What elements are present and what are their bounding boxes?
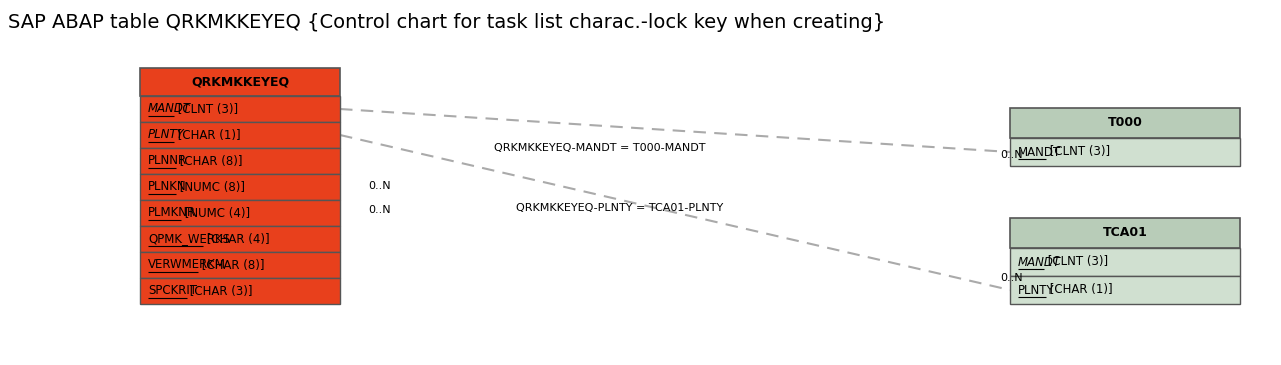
Text: 0..N: 0..N <box>368 181 391 191</box>
Text: MANDT: MANDT <box>1018 255 1061 269</box>
Text: TCA01: TCA01 <box>1103 227 1148 239</box>
Bar <box>140 148 339 174</box>
Text: SAP ABAP table QRKMKKEYEQ {Control chart for task list charac.-lock key when cre: SAP ABAP table QRKMKKEYEQ {Control chart… <box>8 12 885 31</box>
Text: QRKMKKEYEQ-MANDT = T000-MANDT: QRKMKKEYEQ-MANDT = T000-MANDT <box>494 143 706 153</box>
Text: 0..N: 0..N <box>1000 273 1022 283</box>
Text: [CHAR (1)]: [CHAR (1)] <box>174 128 241 142</box>
Text: MANDT: MANDT <box>149 103 191 115</box>
Text: PLNTY: PLNTY <box>149 128 184 142</box>
Text: [NUMC (8)]: [NUMC (8)] <box>175 181 245 193</box>
Text: [CLNT (3)]: [CLNT (3)] <box>174 103 238 115</box>
Bar <box>140 252 339 278</box>
Text: [CLNT (3)]: [CLNT (3)] <box>1044 255 1108 269</box>
Text: [CLNT (3)]: [CLNT (3)] <box>1045 146 1109 158</box>
Text: 0..N: 0..N <box>368 205 391 215</box>
Text: PLNKN: PLNKN <box>149 181 187 193</box>
Text: 0..N: 0..N <box>1000 150 1022 160</box>
Text: [CHAR (8)]: [CHAR (8)] <box>175 154 242 168</box>
Bar <box>140 68 339 96</box>
Bar <box>1009 108 1240 138</box>
Text: [CHAR (3)]: [CHAR (3)] <box>187 284 254 297</box>
Text: QRKMKKEYEQ-PLNTY = TCA01-PLNTY: QRKMKKEYEQ-PLNTY = TCA01-PLNTY <box>516 203 724 213</box>
Text: PLNTY: PLNTY <box>1018 284 1054 296</box>
Bar <box>140 96 339 122</box>
Bar <box>140 174 339 200</box>
Text: [CHAR (4)]: [CHAR (4)] <box>202 233 269 246</box>
Text: [NUMC (4)]: [NUMC (4)] <box>181 207 250 219</box>
Text: QPMK_WERKS: QPMK_WERKS <box>149 233 231 246</box>
Bar <box>140 200 339 226</box>
Bar <box>1009 138 1240 166</box>
Text: PLMKNR: PLMKNR <box>149 207 196 219</box>
Bar <box>140 278 339 304</box>
Text: [CHAR (8)]: [CHAR (8)] <box>197 258 264 272</box>
Text: [CHAR (1)]: [CHAR (1)] <box>1045 284 1112 296</box>
Text: QRKMKKEYEQ: QRKMKKEYEQ <box>191 76 290 88</box>
Bar <box>1009 218 1240 248</box>
Text: T000: T000 <box>1108 116 1143 130</box>
Bar <box>140 122 339 148</box>
Bar <box>140 226 339 252</box>
Bar <box>1009 248 1240 276</box>
Text: MANDT: MANDT <box>1018 146 1061 158</box>
Text: VERWMERKM: VERWMERKM <box>149 258 225 272</box>
Bar <box>1009 276 1240 304</box>
Text: SPCKRIT: SPCKRIT <box>149 284 197 297</box>
Text: PLNNR: PLNNR <box>149 154 187 168</box>
